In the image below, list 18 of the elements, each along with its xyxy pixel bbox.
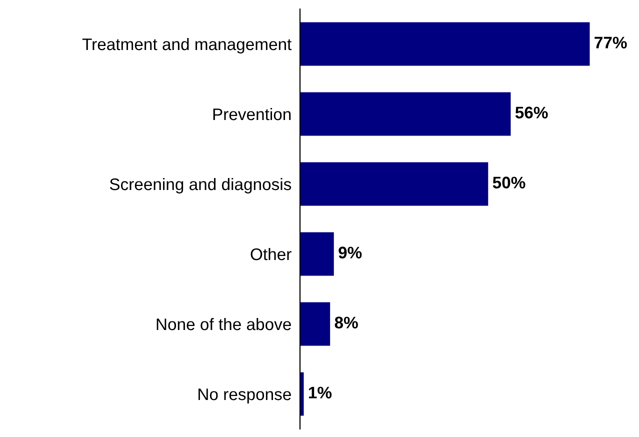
data-label: 50% bbox=[492, 176, 526, 188]
y-tick-label: No response bbox=[198, 388, 291, 404]
data-label: 8% bbox=[334, 316, 358, 328]
y-tick-label: Other bbox=[250, 248, 292, 260]
bar bbox=[300, 372, 304, 416]
y-tick-label: Prevention bbox=[213, 108, 291, 120]
data-label: 9% bbox=[338, 246, 362, 258]
bar bbox=[300, 22, 590, 66]
bar bbox=[300, 162, 488, 206]
data-label: 1% bbox=[308, 386, 332, 398]
y-tick-label: Screening and diagnosis bbox=[110, 178, 292, 194]
bar bbox=[300, 302, 330, 346]
bar bbox=[300, 92, 511, 136]
y-tick-label: None of the above bbox=[156, 318, 291, 330]
data-label: 56% bbox=[515, 106, 548, 118]
y-tick-label: Treatment and management bbox=[82, 38, 292, 54]
data-label: 77% bbox=[594, 36, 627, 48]
bar bbox=[300, 232, 334, 276]
